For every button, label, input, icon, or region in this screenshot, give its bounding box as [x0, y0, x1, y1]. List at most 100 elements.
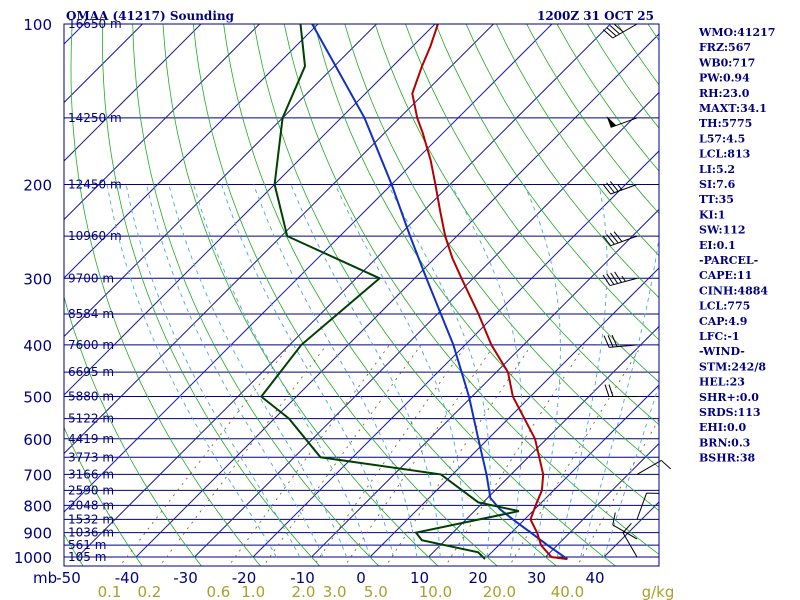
mixing-ratio-line	[445, 344, 586, 566]
isotherm-line	[64, 24, 260, 221]
dry-adiabat	[64, 426, 143, 566]
moist-adiabat	[253, 184, 418, 558]
index-line: CINH:4884	[699, 284, 768, 297]
height-label: 105 m	[68, 550, 106, 564]
moist-adiabat	[125, 184, 301, 558]
height-label: 5122 m	[68, 412, 114, 426]
isotherm-line	[194, 91, 659, 558]
mixing-ratio-tick-label: 2.0	[292, 583, 316, 600]
height-label: 14250 m	[68, 111, 122, 125]
dry-adiabat	[283, 24, 659, 555]
temperature-tick-label: -50	[56, 569, 81, 587]
height-label: 2048 m	[68, 498, 114, 512]
index-line: FRZ:567	[699, 41, 751, 54]
wind-barb-column	[602, 23, 672, 558]
mixing-ratio-tick-label: 10.0	[419, 583, 452, 600]
temperature-tick-label: 0	[356, 569, 366, 587]
pressure-tick-label: 500	[23, 389, 52, 407]
indices-panel: WMO:41217 FRZ:567 WB0:717 PW:0.94 RH:23.0 MAX…	[698, 26, 775, 465]
wind-barb-flag	[606, 273, 615, 285]
index-line: BRN:0.3	[699, 436, 750, 449]
wind-barb-half-flag	[621, 275, 626, 282]
index-line: MAXT:34.1	[699, 102, 767, 115]
wind-barb-flag	[606, 182, 615, 193]
index-line: EI:0.1	[699, 239, 736, 252]
temperature-tick-label: 40	[585, 569, 604, 587]
pressure-tick-label: 200	[23, 176, 52, 194]
index-line: LCL:813	[699, 148, 750, 161]
mixing-ratio-line	[508, 344, 643, 566]
wind-barb-shaft	[636, 492, 648, 520]
dry-adiabat	[314, 24, 659, 512]
wind-barb-flag	[602, 29, 614, 39]
background-grid	[64, 24, 659, 566]
moist-adiabat	[450, 184, 523, 558]
wind-barb-flag	[607, 335, 614, 348]
temperature-tick-label: -30	[173, 569, 198, 587]
height-label: 3166 m	[68, 467, 114, 481]
isotherm-line	[64, 24, 319, 279]
mixing-ratio-line	[119, 344, 291, 566]
wind-barb-flag	[610, 272, 619, 284]
index-line: SW:112	[699, 224, 746, 237]
moist-adiabat	[334, 184, 465, 557]
dry-adiabat	[344, 24, 659, 468]
moist-adiabat	[106, 184, 277, 558]
wind-barb-flag	[613, 231, 623, 242]
dry-adiabat	[64, 295, 202, 566]
moist-adiabat	[580, 234, 659, 558]
index-line: EHI:0.0	[699, 421, 746, 434]
isotherm-line	[486, 384, 659, 558]
wind-barb-flag	[609, 25, 621, 35]
pressure-tick-label: 700	[23, 466, 52, 484]
wind-barb-shaft	[636, 460, 662, 475]
height-label: 6695 m	[68, 365, 114, 379]
mixing-ratio-line	[228, 344, 390, 566]
wind-barb-shaft	[609, 277, 638, 287]
height-label: 1532 m	[68, 512, 114, 526]
temperature-trace	[411, 24, 568, 561]
index-line: RH:23.0	[699, 87, 750, 100]
index-line: LCL:775	[699, 300, 750, 313]
wind-barb-flag	[602, 183, 612, 195]
moist-adiabat	[168, 184, 348, 558]
sounding-profiles	[259, 24, 568, 561]
index-line: WMO:41217	[698, 26, 775, 39]
moist-adiabat	[556, 184, 608, 558]
mixing-ratio-tick-label: 5.0	[364, 583, 388, 600]
isotherm-line	[135, 33, 659, 558]
temperature-tick-label: 10	[410, 569, 429, 587]
dry-adiabat	[162, 24, 439, 566]
moist-adiabat	[290, 184, 441, 558]
isotherm-line	[64, 24, 494, 455]
dewpoint-trace	[259, 24, 520, 560]
height-label: 8584 m	[68, 307, 114, 321]
index-line: -PARCEL-	[699, 254, 758, 267]
index-line: CAP:4.9	[699, 315, 747, 328]
moist-adiabat	[146, 184, 324, 558]
index-line: TH:5775	[699, 117, 752, 130]
temperature-tick-label: -10	[290, 569, 315, 587]
wind-barb-flag	[608, 384, 614, 397]
height-label: 10960 m	[68, 229, 122, 243]
chart-datetime: 1200Z 31 OCT 25	[537, 9, 654, 23]
mixing-ratio-line	[159, 344, 327, 566]
pressure-tick-label: 800	[23, 497, 52, 515]
wind-barb-flag	[609, 181, 619, 192]
chart-title: OMAA (41217) Sounding	[66, 9, 235, 23]
mixing-ratio-tick-label: 3.0	[323, 583, 347, 600]
height-label: 9700 m	[68, 271, 114, 285]
mixing-ratio-line	[313, 344, 467, 566]
wind-barb-shaft	[612, 524, 638, 540]
index-line: BSHR:38	[699, 452, 755, 465]
index-line: KI:1	[699, 208, 725, 221]
pressure-tick-label: 300	[23, 270, 52, 288]
height-labels: 16650 m 14250 m 12450 m 10960 m 9700 m 8584 m…	[68, 17, 122, 564]
index-line: STM:242/8	[699, 360, 766, 373]
index-line: SI:7.6	[699, 178, 736, 191]
height-label: 7600 m	[68, 338, 114, 352]
mixing-ratio-tick-label: 0.2	[137, 583, 161, 600]
height-label: 561 m	[68, 538, 106, 552]
